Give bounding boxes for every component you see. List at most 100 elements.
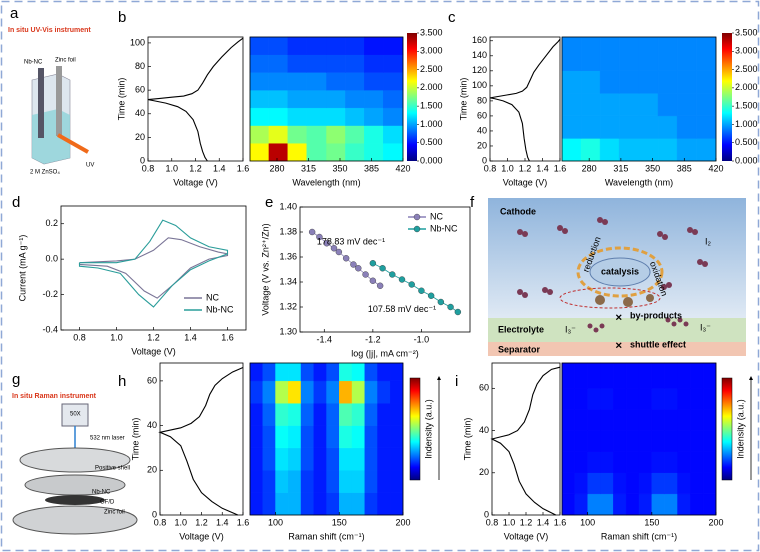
heat-cell <box>561 115 582 139</box>
panel-label: h <box>118 373 126 390</box>
heat-cell <box>561 388 576 410</box>
x-tick-label: 1.0 <box>501 163 514 173</box>
heat-cell <box>657 115 678 139</box>
marker <box>379 265 386 272</box>
heat-cell <box>287 54 307 73</box>
heat-cell <box>249 403 263 426</box>
y-tick-label: 140 <box>472 50 487 60</box>
y-tick-label: 40 <box>147 420 157 430</box>
x-tick-label: 420 <box>708 163 723 173</box>
heat-cell <box>339 362 353 382</box>
heat-cell <box>306 89 327 109</box>
plot-frame <box>249 36 404 162</box>
x-tick-label: 1.2 <box>195 517 208 527</box>
line <box>78 219 229 308</box>
electrode <box>56 66 62 136</box>
heat-cell <box>383 107 404 126</box>
y-tick-label: 60 <box>477 110 487 120</box>
marker <box>369 277 377 284</box>
x-tick-label: 200 <box>395 517 410 527</box>
plot-frame <box>561 362 717 516</box>
heat-cell <box>677 430 691 452</box>
heat-cell <box>287 125 307 144</box>
heat-cell <box>345 36 365 55</box>
heat-cell <box>561 36 582 72</box>
diagram-label: Nb-NC <box>24 60 43 66</box>
x-tick-label: -1.0 <box>414 334 430 344</box>
heat-cell <box>364 470 378 493</box>
y-tick-label: 1.32 <box>279 301 297 311</box>
heat-cell <box>580 115 601 139</box>
heat-cell <box>262 470 276 493</box>
heat-cell <box>664 472 678 495</box>
diagram-label: GF/D <box>100 500 115 506</box>
heat-cell <box>574 472 588 495</box>
heat-cell <box>638 36 659 72</box>
diagram-label: UV <box>86 163 94 169</box>
heat-cell <box>690 362 704 389</box>
legend-marker <box>413 213 421 221</box>
heat-cell <box>638 70 659 94</box>
colorbar-label: 0.500 <box>420 137 443 147</box>
heat-cell <box>613 388 627 410</box>
x-tick-label: 0.8 <box>484 163 497 173</box>
heat-cell <box>306 125 327 144</box>
heat-cell <box>249 36 270 55</box>
x-tick-label: 1.6 <box>554 163 567 173</box>
heat-cell <box>364 125 384 144</box>
heat-cell <box>657 36 678 72</box>
heat-cell <box>383 54 404 73</box>
x-axis-title: Raman shift (cm⁻¹) <box>288 531 364 541</box>
y-tick-label: 100 <box>130 37 145 47</box>
heat-cell <box>275 492 289 516</box>
heat-cell <box>651 451 665 473</box>
marker <box>335 248 343 256</box>
x-tick-label: 315 <box>301 163 316 173</box>
heat-cell <box>377 425 391 449</box>
heat-cell <box>561 451 576 473</box>
heat-cell <box>249 470 263 493</box>
heat-cell <box>288 380 302 404</box>
heat-cell <box>249 89 270 109</box>
x-axis-title: Voltage (V) <box>173 177 218 187</box>
panel-label: b <box>118 9 126 26</box>
x-tick-label: 1.4 <box>537 517 550 527</box>
heat-cell <box>313 425 327 449</box>
heat-cell <box>677 388 691 410</box>
heat-cell <box>262 403 276 426</box>
x-tick-label: 1.0 <box>165 163 178 173</box>
colorbar-label: 1.500 <box>420 101 443 111</box>
svg-text:✕: ✕ <box>615 312 623 322</box>
heat-cell <box>287 89 307 109</box>
heat-cell <box>561 430 576 452</box>
marker <box>398 276 406 283</box>
heat-cell <box>262 380 276 404</box>
x-tick-label: 1.2 <box>519 163 532 173</box>
y-tick-label: 40 <box>135 108 145 118</box>
y-tick-label: 20 <box>477 140 487 150</box>
heat-cell <box>306 36 327 55</box>
heat-cell <box>651 409 665 431</box>
heat-cell <box>268 125 288 144</box>
heat-cell <box>326 362 340 382</box>
heat-cell <box>664 493 678 516</box>
heat-cell <box>268 107 288 126</box>
diagram-label: I₂ <box>705 236 712 246</box>
colorbar-frame <box>721 377 733 481</box>
heat-cell <box>600 409 614 431</box>
colorbar-label: 0.000 <box>420 155 443 165</box>
heat-cell <box>364 447 378 471</box>
heat-cell <box>600 472 614 495</box>
heat-cell <box>351 492 365 516</box>
legend-label: NC <box>430 211 443 221</box>
heat-cell <box>262 362 276 382</box>
heat-cell <box>364 36 384 55</box>
marker <box>308 228 316 236</box>
panel-label: c <box>448 9 456 26</box>
heat-cell <box>600 388 614 410</box>
plot-frame <box>299 206 471 333</box>
heat-cell <box>690 409 704 431</box>
plot-frame <box>249 362 404 516</box>
heat-cell <box>249 362 263 382</box>
heat-cell <box>262 447 276 471</box>
